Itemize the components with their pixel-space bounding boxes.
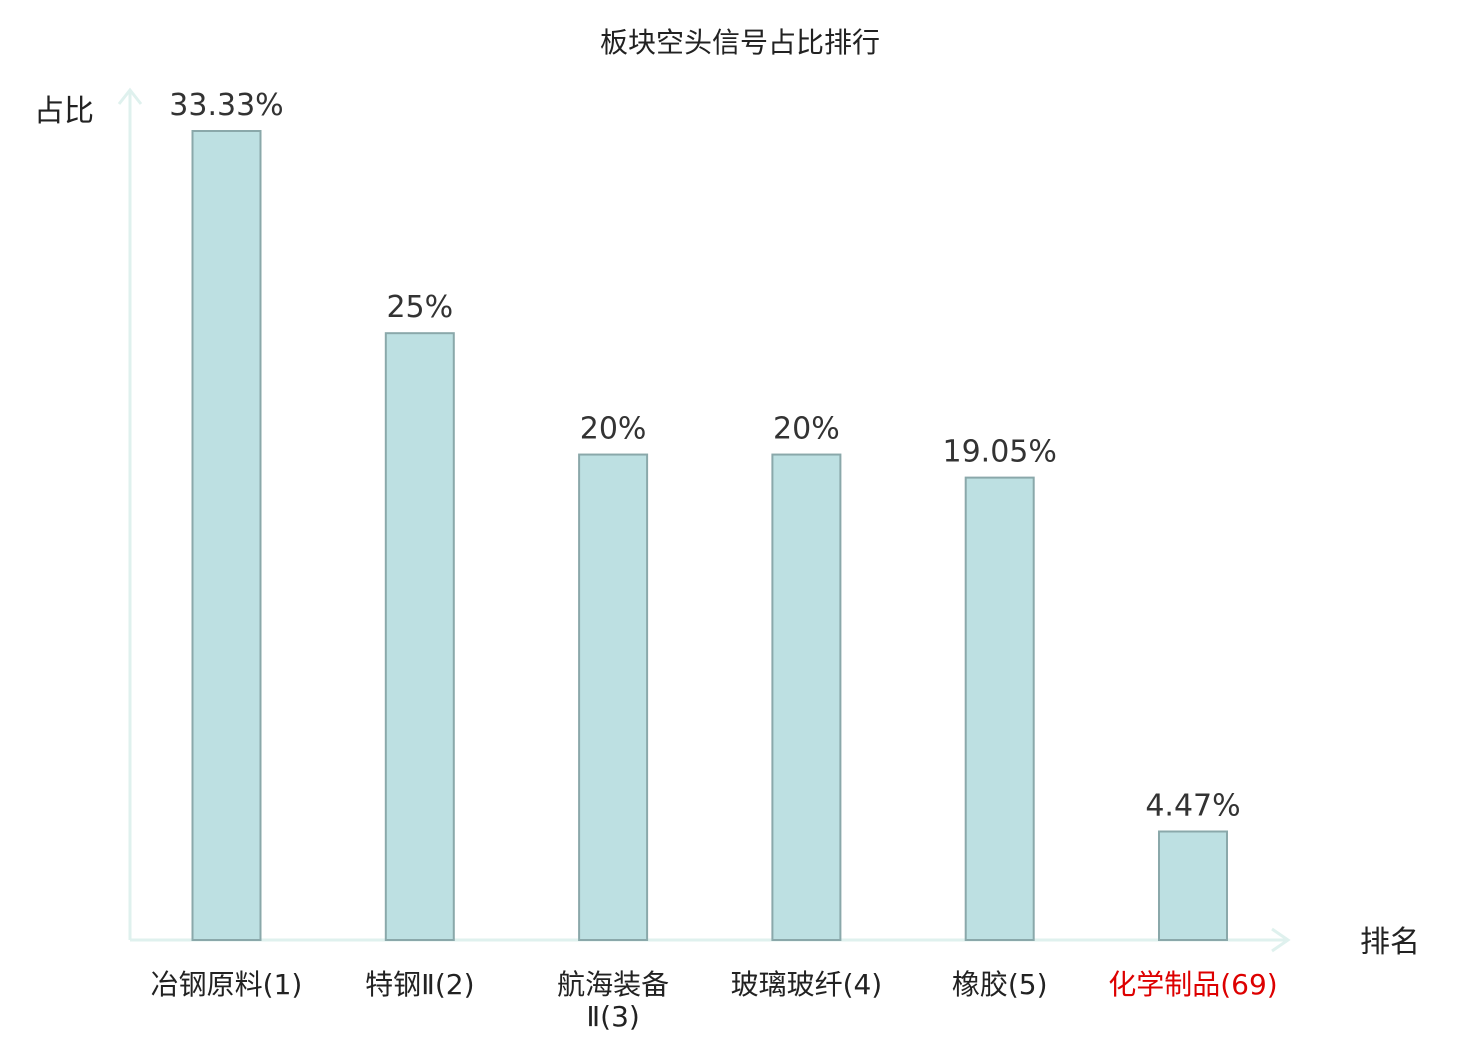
y-axis-title: 占比 [34,94,94,129]
bar [964,476,1035,941]
bar-value-label: 20% [773,412,840,447]
bar-group [191,130,1228,942]
y-axis [117,87,143,940]
bar-value-label: 20% [580,412,647,447]
bar-value-label: 25% [386,290,453,325]
bar [771,453,842,941]
bar [191,130,262,941]
category-label: 橡胶(5) [952,968,1048,1001]
x-axis-arrow [1271,927,1291,953]
bar [578,453,649,941]
value-label-group: 33.33% 25% 20% 20% 19.05% 4.47% [169,88,1240,824]
chart-title: 板块空头信号占比排行 [600,26,880,59]
bar-value-label: 33.33% [169,88,283,123]
category-label: 冶钢原料(1) [151,968,303,1001]
category-label: 特钢Ⅱ(2) [365,968,474,1001]
x-axis-title: 排名 [1360,925,1420,960]
category-label: Ⅱ(3) [586,1000,639,1033]
category-label: 航海装备 [557,968,669,1001]
category-label: 化学制品(69) [1108,968,1277,1001]
category-label: 玻璃玻纤(4) [731,968,883,1001]
bar [384,332,455,941]
bar-value-label: 19.05% [943,435,1057,470]
bar-value-label: 4.47% [1145,789,1240,824]
x-axis [130,927,1291,953]
y-axis-arrow [117,87,143,105]
bar [1158,830,1228,942]
